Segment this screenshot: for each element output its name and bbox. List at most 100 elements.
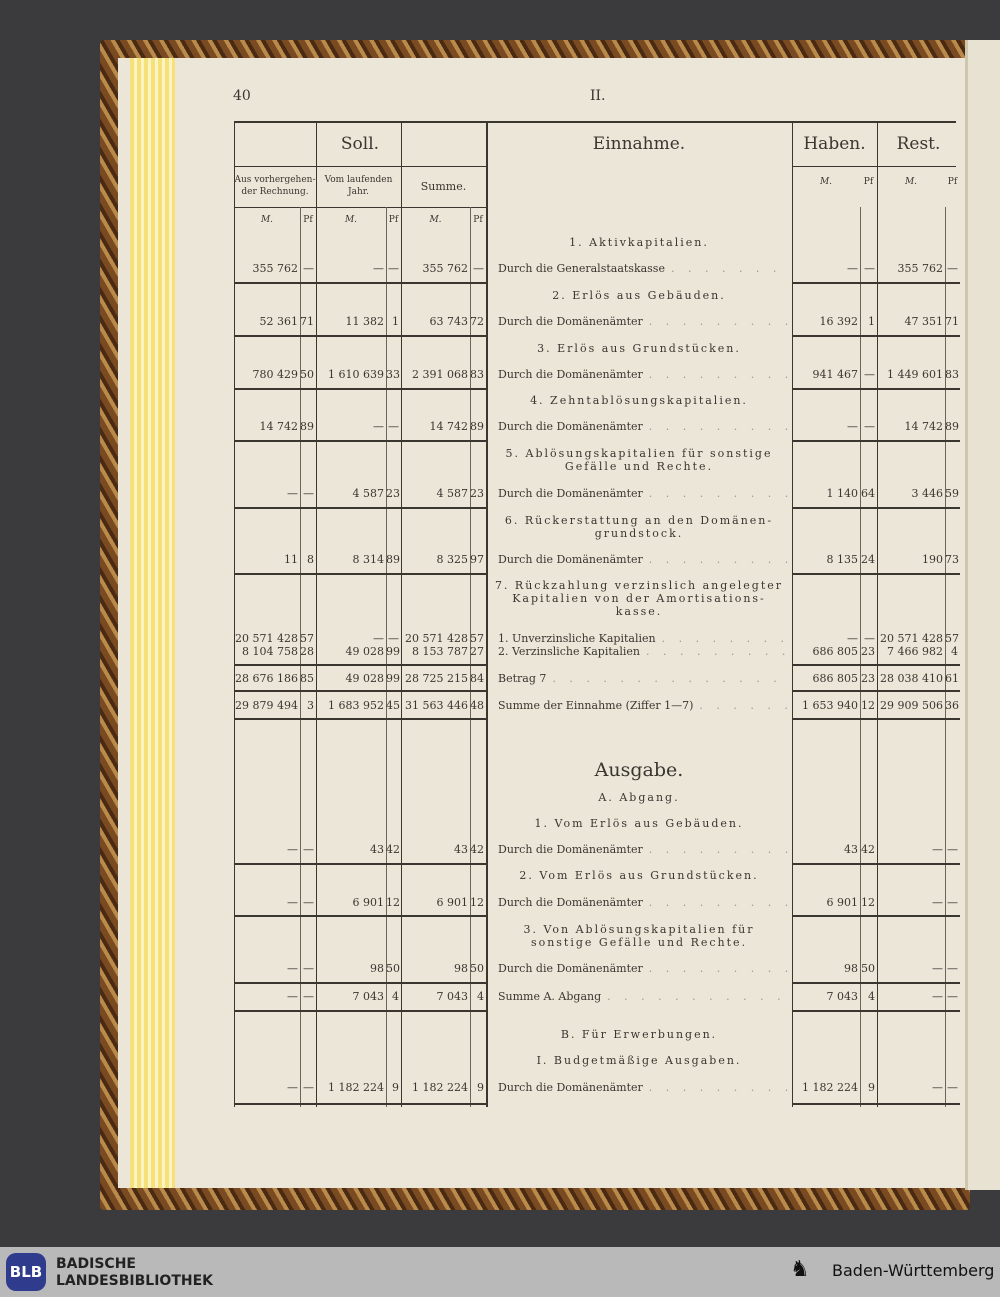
table-row: Summe der Einnahme (Ziffer 1—7) . . . . .…	[234, 699, 960, 713]
mark-cell: 52 361	[259, 315, 299, 328]
mark-unit-label: M.	[260, 215, 274, 225]
column-divider	[792, 122, 793, 1107]
header-rest: Rest.	[896, 134, 941, 154]
header-rule	[234, 207, 486, 208]
column-divider	[486, 122, 488, 1107]
section-heading: 4. Zehntablösungskapitalien.	[530, 394, 748, 407]
pfennig-cell: 4	[951, 645, 958, 658]
mark-cell: 1 683 952	[328, 699, 384, 712]
pfennig-cell: —	[947, 262, 958, 275]
row-label: Summe der Einnahme (Ziffer 1—7)	[498, 699, 694, 712]
leader-dots: . . . . . . . . . . . . . . .	[648, 315, 788, 328]
pfennig-cell: 23	[861, 672, 875, 685]
mark-cell: —	[847, 420, 858, 433]
row-label-line: Durch die Generalstaatskasse . . . . . . …	[498, 262, 788, 275]
pfennig-cell: 89	[945, 420, 959, 433]
pfennig-divider	[300, 207, 301, 1107]
row-label: Durch die Domänenämter	[498, 315, 643, 328]
leader-dots: . . . . . . . . . . . . . . .	[648, 896, 788, 909]
leader-dots: . . . . . . . . . . . . . . .	[648, 368, 788, 381]
section-heading: 1. Aktivkapitalien.	[569, 236, 709, 249]
mark-cell: —	[932, 962, 943, 975]
table-row: Durch die Domänenämter . . . . . . . . . …	[234, 420, 960, 434]
mark-cell: —	[287, 990, 298, 1003]
row-rule	[234, 982, 486, 984]
pfennig-cell: —	[303, 487, 314, 500]
row-label: Durch die Domänenämter	[498, 1081, 643, 1094]
mark-cell: —	[373, 632, 384, 645]
mark-cell: 1 610 639	[328, 368, 384, 381]
header-einnahme: Einnahme.	[592, 134, 686, 154]
mark-cell: 6 901	[352, 896, 385, 909]
pfennig-cell: —	[303, 1081, 314, 1094]
pfennig-cell: 36	[945, 699, 959, 712]
row-label-line: Summe der Einnahme (Ziffer 1—7) . . . . .…	[498, 699, 788, 712]
pfennig-cell: —	[864, 262, 875, 275]
table-row: Durch die Generalstaatskasse . . . . . . …	[234, 262, 960, 276]
mark-cell: 14 742	[429, 420, 469, 433]
section-heading: A. Abgang.	[598, 791, 680, 804]
section-heading: 1. Vom Erlös aus Gebäuden.	[534, 817, 744, 830]
pfennig-cell: 97	[470, 553, 484, 566]
header-haben: Haben.	[803, 134, 866, 154]
state-name[interactable]: Baden-Württemberg	[832, 1261, 995, 1280]
mark-cell: 47 351	[904, 315, 944, 328]
mark-cell: 98	[454, 962, 468, 975]
mark-unit-label: M.	[344, 215, 358, 225]
pfennig-cell: 89	[300, 420, 314, 433]
pfennig-cell: 50	[386, 962, 400, 975]
mark-cell: —	[932, 843, 943, 856]
library-link[interactable]: BADISCHE LANDESBIBLIOTHEK	[56, 1256, 213, 1290]
row-label-line: Durch die Domänenämter . . . . . . . . . …	[498, 896, 788, 909]
pfennig-cell: 59	[945, 487, 959, 500]
mark-cell: 49 028	[345, 645, 385, 658]
mark-cell: —	[287, 962, 298, 975]
pfennig-cell: 8	[307, 553, 314, 566]
pfennig-cell: —	[864, 368, 875, 381]
pfennig-cell: —	[388, 420, 399, 433]
row-rule	[792, 664, 960, 666]
column-divider	[316, 122, 317, 1107]
mark-cell: 98	[370, 962, 384, 975]
mark-cell: 1 182 224	[328, 1081, 384, 1094]
mark-cell: —	[287, 843, 298, 856]
row-rule	[234, 915, 486, 917]
pfennig-cell: —	[947, 896, 958, 909]
row-rule	[792, 507, 960, 509]
table-row: Durch die Domänenämter . . . . . . . . . …	[234, 1081, 960, 1095]
row-rule	[234, 507, 486, 509]
mark-cell: —	[932, 896, 943, 909]
pfennig-cell: 99	[386, 672, 400, 685]
pfennig-cell: —	[947, 990, 958, 1003]
row-label: Durch die Domänenämter	[498, 368, 643, 381]
leader-dots: . . . . . . . . . . . . . . .	[552, 672, 788, 685]
library-name-1: BADISCHE	[56, 1256, 136, 1272]
row-rule	[234, 1103, 486, 1105]
pfennig-cell: 64	[861, 487, 875, 500]
section-heading: 7. Rückzahlung verzinslich angelegter Ka…	[494, 579, 784, 618]
pfennig-unit-label: Pf	[947, 177, 958, 187]
mark-cell: 63 743	[429, 315, 469, 328]
mark-cell: 8 314	[352, 553, 385, 566]
leader-dots: . . . . . . . . . . . . . . .	[648, 553, 788, 566]
leader-dots: . . . . . . . . . . . . . . .	[607, 990, 788, 1003]
row-label-line: Durch die Domänenämter . . . . . . . . . …	[498, 420, 788, 433]
column-divider	[234, 122, 235, 1107]
mark-cell: —	[287, 1081, 298, 1094]
pfennig-cell: 27	[470, 645, 484, 658]
mark-cell: 16 392	[819, 315, 859, 328]
table-row: Durch die Domänenämter . . . . . . . . . …	[234, 315, 960, 329]
row-label: Durch die Domänenämter	[498, 962, 643, 975]
mark-cell: 1 653 940	[802, 699, 858, 712]
leader-dots: . . . . . . . . . . . . . . .	[645, 645, 788, 658]
pfennig-divider	[386, 207, 387, 1107]
mark-cell: 98	[844, 962, 858, 975]
pfennig-cell: 89	[470, 420, 484, 433]
pfennig-cell: 61	[945, 672, 959, 685]
pfennig-cell: —	[947, 962, 958, 975]
row-rule	[234, 440, 486, 442]
header-soll: Soll.	[340, 134, 380, 154]
pfennig-cell: 12	[386, 896, 400, 909]
table-row: Durch die Domänenämter . . . . . . . . . …	[234, 368, 960, 382]
mark-cell: 20 571 428	[235, 632, 298, 645]
